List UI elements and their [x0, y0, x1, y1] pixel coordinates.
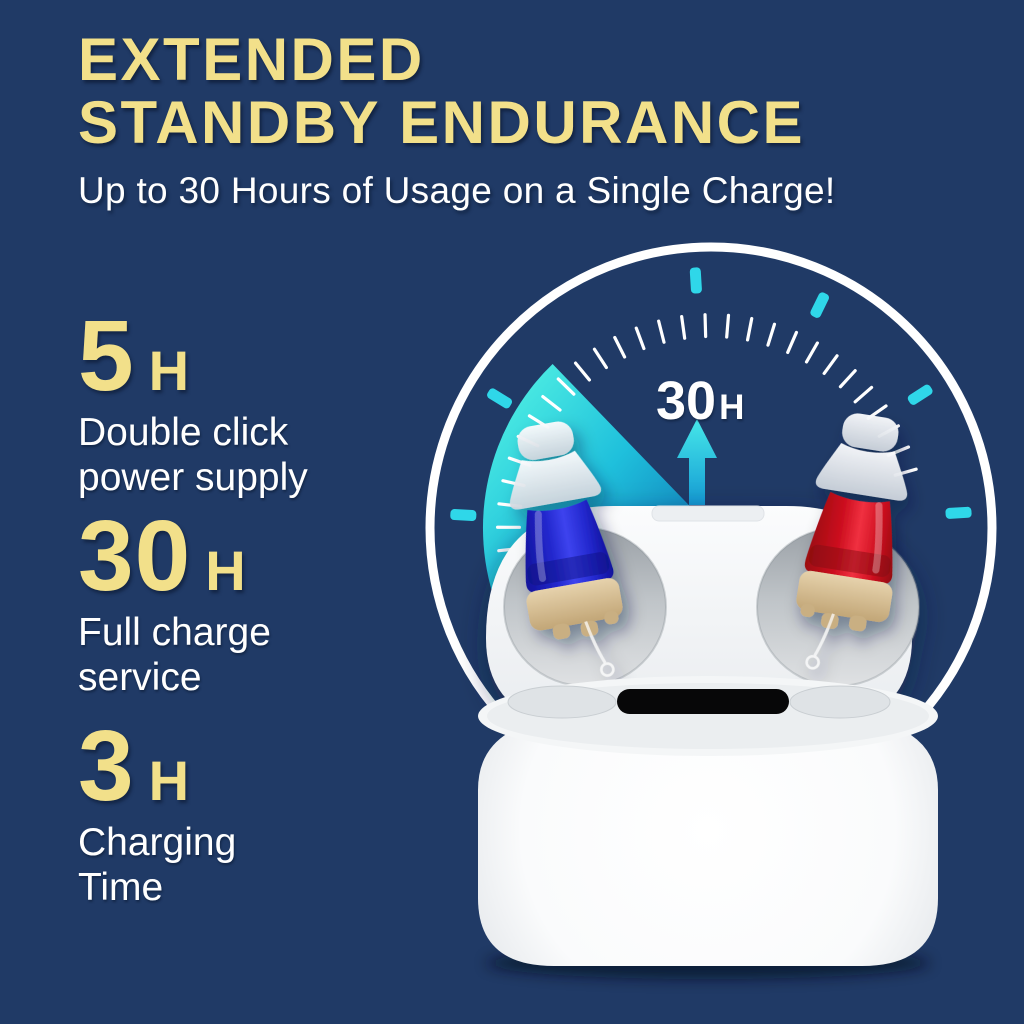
gauge-minor-tick — [786, 330, 799, 355]
earbud-base-right — [796, 570, 893, 622]
title-line-2: STANDBY ENDURANCE — [78, 89, 805, 156]
gauge-minor-tick — [592, 347, 608, 370]
gauge-major-tick — [907, 384, 933, 405]
title-line-1: EXTENDED — [78, 26, 425, 93]
gauge-major-tick — [689, 267, 702, 294]
gauge-minor-tick — [496, 525, 522, 529]
stat-value: 30 — [78, 500, 192, 612]
lid-hinge-notch — [651, 505, 765, 522]
hearing-aid-right-red — [796, 413, 908, 670]
gauge-major-tick — [945, 506, 972, 519]
stat-number: 3 H — [78, 716, 408, 816]
page-subtitle: Up to 30 Hours of Usage on a Single Char… — [78, 170, 836, 211]
stat-number: 5 H — [78, 306, 408, 406]
stat-block-usage: 5 H Double click power supply — [78, 306, 408, 500]
stat-number: 30 H — [78, 506, 408, 606]
stat-label: Charging Time — [78, 821, 237, 909]
gauge-minor-tick — [573, 361, 591, 382]
gauge-major-ticks — [450, 267, 972, 521]
earbud-base-left — [526, 578, 623, 631]
stat-value: 3 — [78, 710, 135, 822]
gauge-major-tick — [487, 388, 513, 409]
stat-value: 5 — [78, 300, 135, 412]
stat-unit: H — [148, 749, 190, 812]
charging-case-body — [478, 676, 938, 979]
ear-tip-dome-left — [517, 421, 574, 461]
gauge-minor-tick — [680, 315, 687, 340]
case-well-right — [789, 685, 891, 719]
gauge-major-tick — [810, 292, 830, 318]
hearing-aid-left-blue — [509, 421, 623, 677]
ear-tip-dome-right — [842, 413, 899, 452]
earbud-wire-left — [584, 621, 607, 664]
gauge-minor-tick — [853, 385, 874, 404]
case-charging-slot — [617, 689, 789, 714]
gauge-minor-tick — [657, 319, 666, 344]
gauge-major-tick — [450, 509, 477, 521]
gauge-minor-tick — [838, 369, 857, 389]
ear-tip-skirt-right — [815, 443, 908, 501]
ear-tip-skirt-left — [509, 450, 602, 510]
stat-block-charging-time: 3 H Charging Time — [78, 716, 408, 910]
up-arrow-icon — [677, 419, 717, 505]
gauge-label-unit: H — [719, 388, 745, 427]
gauge-center-label: 30 H — [656, 374, 744, 428]
gauge-label-value: 30 — [656, 371, 717, 431]
page-title: EXTENDED STANDBY ENDURANCE — [78, 28, 805, 154]
gauge-minor-tick — [556, 377, 576, 396]
gauge-minor-tick — [725, 313, 731, 339]
stat-block-full-charge: 30 H Full charge service — [78, 506, 408, 700]
gauge-minor-tick — [634, 326, 646, 351]
case-well-left — [507, 685, 617, 719]
gauge-minor-tick — [822, 354, 839, 375]
stat-unit: H — [148, 339, 190, 402]
gauge-minor-tick — [766, 322, 777, 347]
gauge-minor-tick — [804, 341, 819, 364]
gauge-minor-tick — [541, 395, 562, 412]
gauge-minor-tick — [703, 313, 708, 339]
stat-label: Full charge service — [78, 611, 271, 699]
stat-label: Double click power supply — [78, 411, 308, 499]
gauge-minor-tick — [613, 335, 627, 359]
gauge-minor-tick — [745, 316, 754, 342]
stat-unit: H — [205, 539, 246, 602]
earbud-wire-right — [813, 613, 835, 657]
